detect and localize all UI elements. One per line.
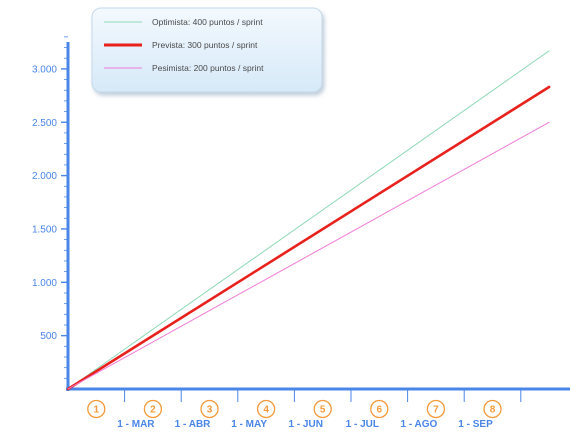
sprint-marker [313,399,332,419]
sprint-number-label: 3 [207,405,213,416]
legend: Optimista: 400 puntos / sprint Prevista: … [91,7,323,93]
sprint-number-label: 7 [433,405,439,416]
sprint-marker [426,399,446,419]
date-label: 1 - JUN [288,419,322,430]
sprint-number-label: 4 [263,405,269,416]
sprint-marker [143,399,163,419]
y-tick-label: 3.000 [32,64,57,75]
date-label: 1 - MAY [231,419,267,430]
legend-box [91,7,323,93]
y-axis: 500 1.000 1.500 2.000 2.500 3.000 [32,36,70,391]
date-label: 1 - SEP [458,419,493,430]
date-label: 1 - ABR [175,419,212,430]
sprint-marker [200,399,219,419]
legend-label-3: Pesimista: 200 puntos / sprint [152,63,264,73]
y-tick-label: 1.500 [32,224,57,235]
legend-label-1: Optimista: 400 puntos / sprint [152,17,263,27]
series-line-3 [67,121,550,390]
series-line-2 [66,85,551,391]
series-layer [66,50,551,391]
x-axis: 1 2 3 4 5 6 7 8 1 - MAR 1 - ABR 1 - MAY 1 - JUN 1 - … [66,387,570,430]
sprint-marker [483,399,502,419]
series-line-1 [67,50,550,390]
sprint-marker [370,399,389,419]
sprint-number-label: 6 [377,405,383,416]
sprint-marker [87,399,106,419]
sprint-number-label: 2 [150,405,156,416]
y-tick-label: 2.000 [32,171,57,182]
date-label: 1 - AGO [400,419,437,430]
sprint-marker [256,399,276,419]
date-label: 1 - JUL [346,419,379,430]
sprint-number-label: 1 [94,405,100,416]
y-tick-label: 2.500 [32,118,57,129]
legend-label-2: Prevista: 300 puntos / sprint [152,40,258,50]
sprint-number-label: 8 [490,405,496,416]
sprint-number-label: 5 [320,405,326,416]
y-tick-label: 1.000 [32,278,57,289]
y-tick-label: 500 [40,331,57,342]
date-label: 1 - MAR [117,419,155,430]
